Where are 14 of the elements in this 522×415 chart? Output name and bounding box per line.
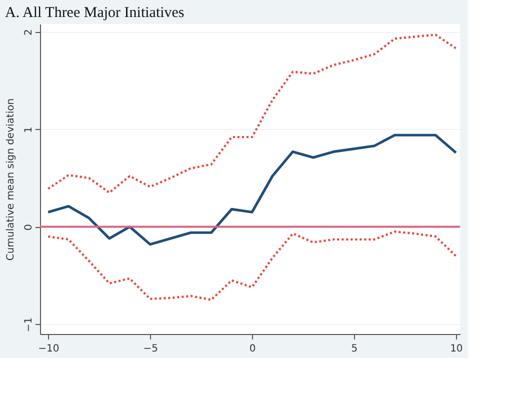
y-axis-title: Cumulative mean sign deviation [6, 98, 16, 261]
x-tick-label: 5 [351, 344, 358, 354]
x-tick-label: −10 [38, 344, 60, 354]
x-tick-label: 0 [249, 344, 256, 354]
y-tick-label: 0 [24, 224, 34, 230]
line-series [47, 34, 458, 194]
x-tick-label: −5 [143, 344, 158, 354]
y-tick-label: 2 [24, 29, 34, 36]
y-tick-label: 1 [24, 126, 34, 133]
x-tick-label: 10 [450, 344, 463, 354]
line-series [46, 134, 458, 246]
chart-title: A. All Three Major Initiatives [5, 5, 184, 21]
y-tick-label: −1 [24, 317, 34, 332]
line-series [47, 230, 458, 301]
